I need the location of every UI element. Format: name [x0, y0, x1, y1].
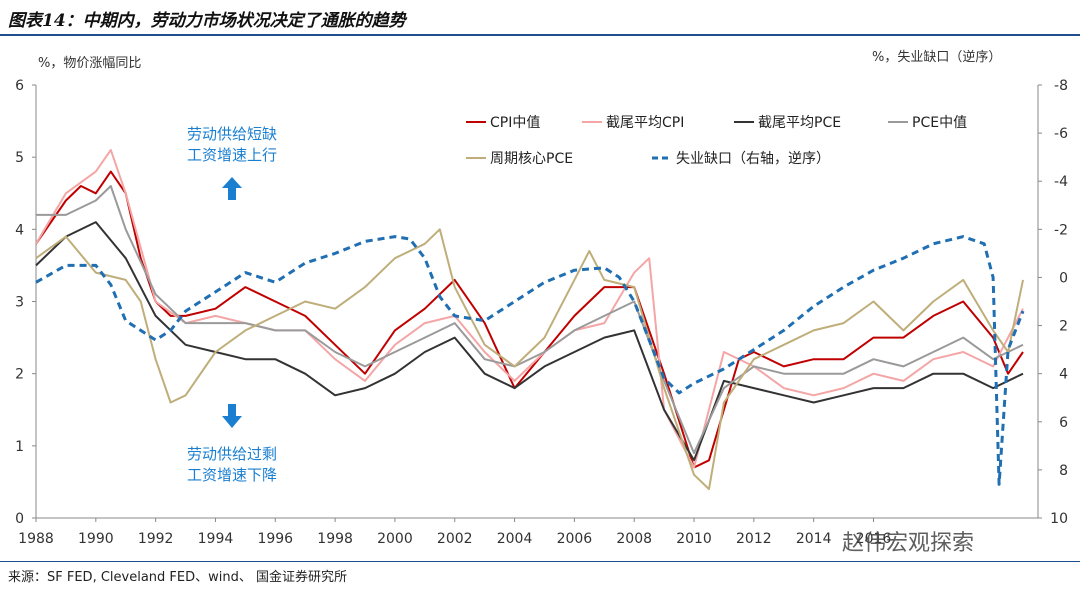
- left-y-tick-label: 4: [15, 222, 24, 238]
- annotation-up: 劳动供给短缺 工资增速上行: [172, 124, 292, 166]
- x-tick-label: 2000: [377, 531, 413, 547]
- x-tick-label: 2006: [557, 531, 593, 547]
- x-tick-label: 1996: [257, 531, 293, 547]
- right-y-tick-label: -6: [1054, 126, 1068, 142]
- annotation-up-line2: 工资增速上行: [186, 146, 277, 164]
- x-tick-label: 2008: [616, 531, 652, 547]
- watermark: 赵伟宏观探索: [842, 531, 975, 556]
- legend-label-cyclical-core-pce: 周期核心PCE: [490, 151, 573, 167]
- annotation-up-line1: 劳动供给短缺: [186, 125, 277, 143]
- title-divider: [0, 34, 1080, 36]
- annotation-down-line1: 劳动供给过剩: [186, 445, 277, 463]
- series-line-trimmed-pce: [35, 221, 1024, 462]
- left-y-tick-label: 5: [15, 150, 24, 166]
- arrow-up-icon: [222, 177, 242, 200]
- right-y-tick-label: 6: [1059, 415, 1068, 431]
- x-tick-label: 2004: [497, 531, 533, 547]
- series-line-trimmed-cpi: [35, 148, 1024, 469]
- source-note: 来源：SF FED, Cleveland FED、wind、 国金证券研究所: [8, 570, 347, 585]
- annotation-down: 劳动供给过剩 工资增速下降: [172, 444, 292, 486]
- legend-label-unemployment-gap: 失业缺口（右轴，逆序）: [676, 151, 830, 167]
- legend-label-trimmed-pce: 截尾平均PCE: [758, 115, 841, 131]
- x-tick-label: 2016: [856, 531, 892, 547]
- right-y-tick-label: -8: [1054, 78, 1068, 94]
- series-line-pce-median: [36, 185, 1024, 455]
- left-y-tick-label: 2: [15, 367, 24, 383]
- right-y-tick-label: 0: [1059, 270, 1068, 286]
- series-line-cyclical-core-pce: [35, 228, 1024, 491]
- legend-label-trimmed-cpi: 截尾平均CPI: [606, 115, 684, 131]
- source-divider: [0, 561, 1080, 562]
- x-tick-label: 2012: [736, 531, 772, 547]
- annotation-down-line2: 工资增速下降: [186, 466, 277, 484]
- series-lines: [35, 148, 1025, 491]
- x-tick-label: 1990: [78, 531, 114, 547]
- right-y-tick-label: 8: [1059, 463, 1068, 479]
- chart-title: 图表14：中期内，劳动力市场状况决定了通胀的趋势: [8, 11, 406, 31]
- series-line-unemployment-gap: [35, 235, 1025, 486]
- x-tick-label: 1998: [317, 531, 353, 547]
- left-y-tick-label: 3: [15, 295, 24, 311]
- series-line-cpi-median: [35, 170, 1024, 469]
- right-y-tick-label: -2: [1054, 222, 1068, 238]
- right-y-tick-label: -4: [1054, 174, 1068, 190]
- x-tick-label: 1994: [198, 531, 234, 547]
- arrow-down-icon: [222, 404, 242, 428]
- x-tick-label: 2014: [796, 531, 832, 547]
- legend-label-pce-median: PCE中值: [912, 115, 967, 131]
- legend-label-cpi-median: CPI中值: [490, 115, 540, 131]
- x-tick-label: 2010: [676, 531, 712, 547]
- left-axis-unit: %，物价涨幅同比: [38, 56, 142, 71]
- right-y-tick-label: 10: [1050, 511, 1068, 527]
- left-y-tick-label: 0: [15, 511, 24, 527]
- axes: 0 1 2 3 4 5 6 -8 -6 -4 -2 0 2 4 6 8 10 1988 1990 1992 1994 19…: [15, 78, 1068, 547]
- x-tick-label: 1988: [18, 531, 54, 547]
- right-y-tick-label: 4: [1059, 367, 1068, 383]
- right-axis-unit: %，失业缺口（逆序）: [872, 50, 1002, 65]
- annotation-arrows: [222, 177, 242, 428]
- right-y-tick-label: 2: [1059, 319, 1068, 335]
- left-y-tick-label: 1: [15, 439, 24, 455]
- x-tick-label: 2002: [437, 531, 473, 547]
- left-y-tick-label: 6: [15, 78, 24, 94]
- x-tick-label: 1992: [138, 531, 174, 547]
